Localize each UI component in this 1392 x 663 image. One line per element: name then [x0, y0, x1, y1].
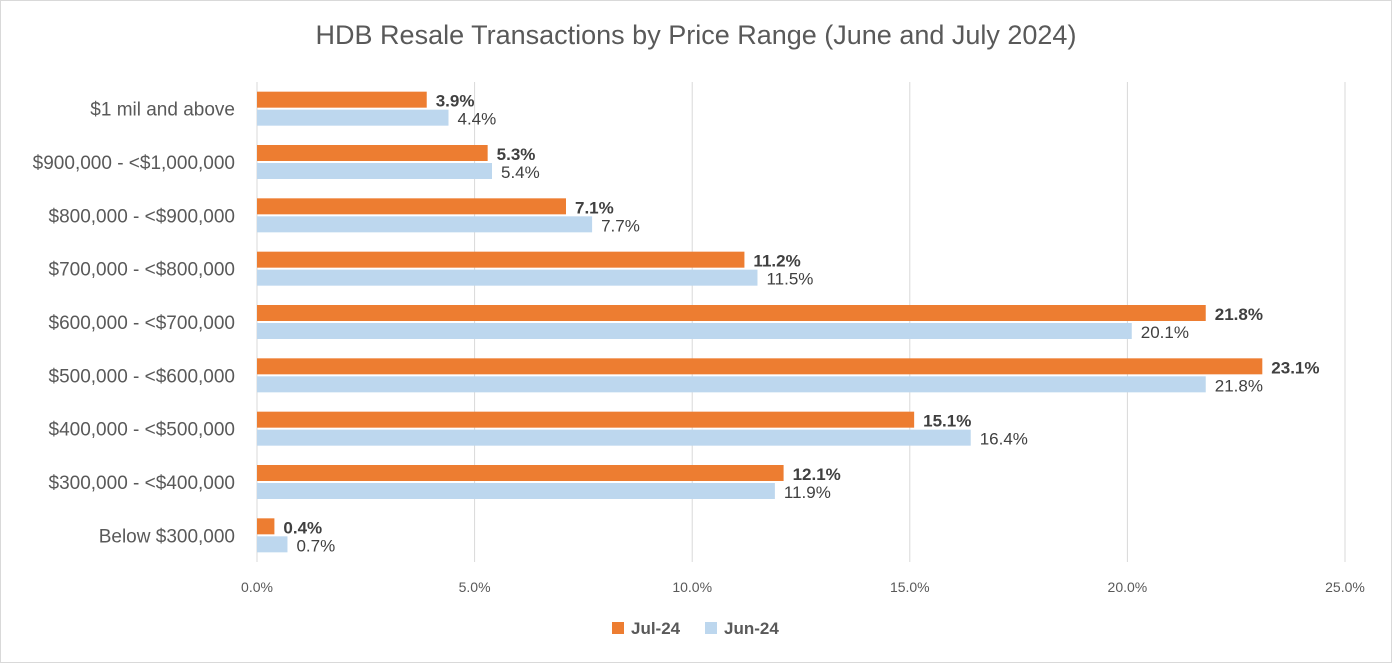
bar-jul-24-600-000-700-000 [257, 305, 1206, 321]
data-label-jul-24: 12.1% [793, 465, 841, 484]
data-label-jul-24: 0.4% [283, 518, 322, 537]
category-label-300-000-400-000: $300,000 - <$400,000 [49, 473, 235, 494]
bar-jul-24-900-000-1-000-000 [257, 145, 488, 161]
bar-jun-24-500-000-600-000 [257, 376, 1206, 392]
legend-label-jul-24: Jul-24 [631, 619, 681, 638]
x-tick-label: 0.0% [241, 579, 273, 595]
bar-jun-24-300-000-400-000 [257, 483, 775, 499]
category-label-700-000-800-000: $700,000 - <$800,000 [49, 260, 235, 281]
data-label-jun-24: 11.5% [766, 270, 813, 289]
category-label-900-000-1-000-000: $900,000 - <$1,000,000 [33, 153, 235, 174]
bar-jul-24-400-000-500-000 [257, 412, 914, 428]
data-label-jun-24: 16.4% [980, 430, 1028, 449]
category-label-500-000-600-000: $500,000 - <$600,000 [49, 366, 235, 387]
legend-swatch-jul-24 [612, 622, 624, 634]
data-label-jul-24: 15.1% [923, 412, 971, 431]
category-label-1-mil-and-above: $1 mil and above [90, 100, 235, 121]
bar-jul-24-500-000-600-000 [257, 358, 1262, 374]
x-tick-label: 15.0% [890, 579, 930, 595]
data-label-jul-24: 11.2% [753, 252, 800, 271]
x-tick-label: 25.0% [1325, 579, 1365, 595]
bar-jun-24-below-300-000 [257, 536, 287, 552]
x-tick-label: 10.0% [672, 579, 712, 595]
bar-jul-24-below-300-000 [257, 518, 274, 534]
bar-jun-24-600-000-700-000 [257, 323, 1132, 339]
x-tick-label: 20.0% [1108, 579, 1148, 595]
bars [257, 92, 1262, 553]
legend: Jul-24 Jun-24 [612, 619, 779, 638]
bar-jun-24-1-mil-and-above [257, 110, 448, 126]
bar-jun-24-800-000-900-000 [257, 216, 592, 232]
bar-jun-24-400-000-500-000 [257, 430, 971, 446]
bar-jul-24-300-000-400-000 [257, 465, 784, 481]
legend-label-jun-24: Jun-24 [724, 619, 779, 638]
data-label-jun-24: 0.7% [296, 536, 335, 555]
category-label-below-300-000: Below $300,000 [99, 526, 235, 547]
bar-jul-24-1-mil-and-above [257, 92, 427, 108]
category-label-800-000-900-000: $800,000 - <$900,000 [49, 206, 235, 227]
bar-jun-24-700-000-800-000 [257, 270, 757, 286]
bar-jun-24-900-000-1-000-000 [257, 163, 492, 179]
data-label-jul-24: 3.9% [436, 92, 475, 111]
data-label-jun-24: 11.9% [784, 483, 831, 502]
data-label-jun-24: 7.7% [601, 216, 640, 235]
data-label-jul-24: 23.1% [1271, 358, 1319, 377]
data-label-jul-24: 7.1% [575, 198, 614, 217]
data-label-jun-24: 5.4% [501, 163, 540, 182]
data-label-jul-24: 21.8% [1215, 305, 1263, 324]
labels: 0.0% 5.0% 10.0% 15.0% 20.0% 25.0% $1 mil and a… [33, 92, 1365, 595]
data-label-jun-24: 21.8% [1215, 376, 1263, 395]
data-label-jun-24: 20.1% [1141, 323, 1189, 342]
bar-jul-24-700-000-800-000 [257, 252, 744, 268]
category-label-400-000-500-000: $400,000 - <$500,000 [49, 420, 235, 441]
bar-jul-24-800-000-900-000 [257, 198, 566, 214]
legend-swatch-jun-24 [705, 622, 717, 634]
data-label-jun-24: 4.4% [457, 110, 496, 129]
data-label-jul-24: 5.3% [497, 145, 536, 164]
x-tick-label: 5.0% [459, 579, 491, 595]
category-label-600-000-700-000: $600,000 - <$700,000 [49, 313, 235, 334]
